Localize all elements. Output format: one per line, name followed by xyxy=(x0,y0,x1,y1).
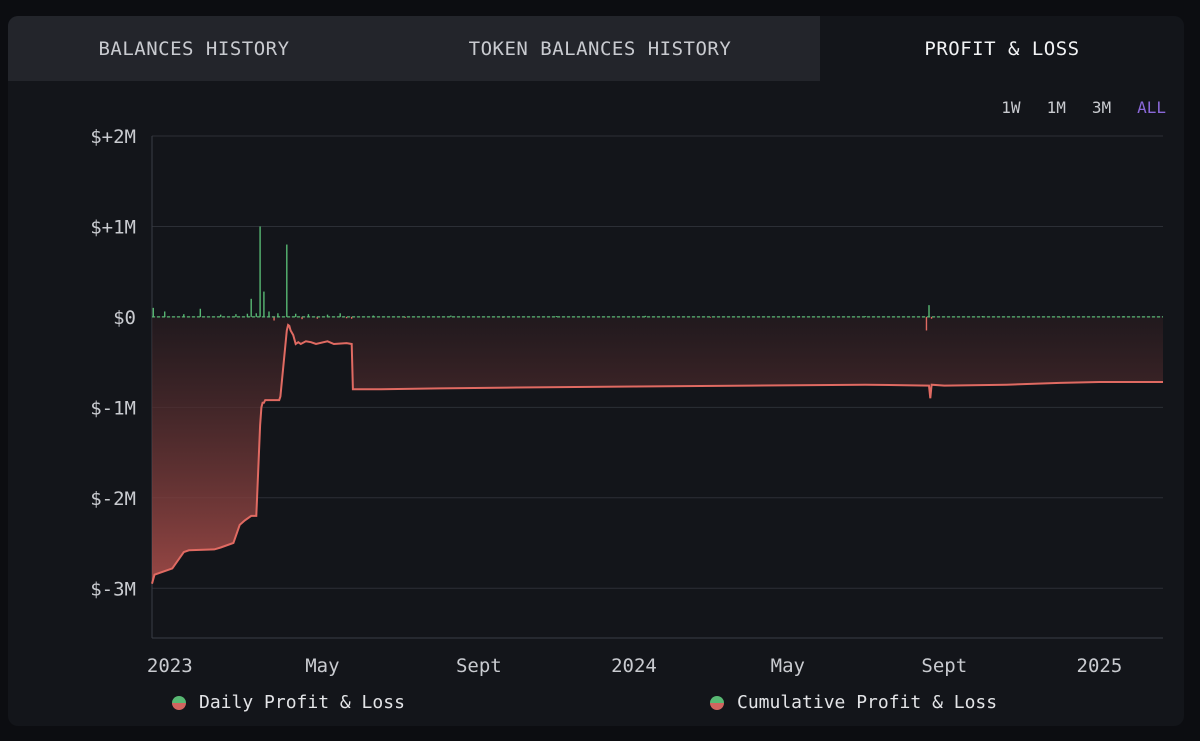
y-tick-label: $0 xyxy=(113,307,136,329)
cumulative-line xyxy=(151,323,1163,584)
x-tick-label: 2023 xyxy=(147,655,193,677)
tab-token-balances-history[interactable]: TOKEN BALANCES HISTORY xyxy=(380,16,820,81)
range-all-button[interactable]: ALL xyxy=(1137,98,1166,117)
legend-cumulative[interactable]: Cumulative Profit & Loss xyxy=(710,692,997,713)
range-selector: 1W 1M 3M ALL xyxy=(988,97,1168,119)
y-tick-label: $-3M xyxy=(90,578,136,600)
range-1m-button[interactable]: 1M xyxy=(1046,98,1066,117)
y-axis-labels: $+2M $+1M $0 $-1M $-2M $-3M xyxy=(90,126,136,600)
legend-daily-label: Daily Profit & Loss xyxy=(199,692,405,713)
y-tick-label: $-2M xyxy=(90,488,136,510)
x-tick-label: 2024 xyxy=(611,655,657,677)
legend-dot-icon xyxy=(710,695,724,710)
y-tick-label: $+1M xyxy=(90,216,136,238)
x-tick-label: 2025 xyxy=(1077,655,1123,677)
x-tick-label: May xyxy=(305,655,339,677)
range-1w-button[interactable]: 1W xyxy=(1001,98,1021,117)
y-tick-label: $+2M xyxy=(90,126,136,148)
tab-bar: BALANCES HISTORY TOKEN BALANCES HISTORY … xyxy=(8,16,1184,81)
legend-cumulative-label: Cumulative Profit & Loss xyxy=(737,692,998,713)
x-tick-label: Sept xyxy=(921,655,967,677)
cumulative-area xyxy=(152,316,1163,584)
pnl-card: BALANCES HISTORY TOKEN BALANCES HISTORY … xyxy=(8,16,1184,726)
tab-profit-loss[interactable]: PROFIT & LOSS xyxy=(820,16,1184,81)
x-axis-labels: 2023 May Sept 2024 May Sept 2025 xyxy=(147,655,1122,677)
pnl-chart: $+2M $+1M $0 $-1M $-2M $-3M 2023 May Sept 2024 Ma… xyxy=(90,126,1163,677)
legend-dot-icon xyxy=(172,695,186,710)
y-tick-label: $-1M xyxy=(90,397,136,419)
tab-balances-history[interactable]: BALANCES HISTORY xyxy=(8,16,380,81)
x-tick-label: May xyxy=(771,655,805,677)
legend-daily[interactable]: Daily Profit & Loss xyxy=(172,692,405,713)
x-tick-label: Sept xyxy=(456,655,502,677)
range-3m-button[interactable]: 3M xyxy=(1091,98,1112,117)
daily-pnl-bars xyxy=(152,226,1125,331)
